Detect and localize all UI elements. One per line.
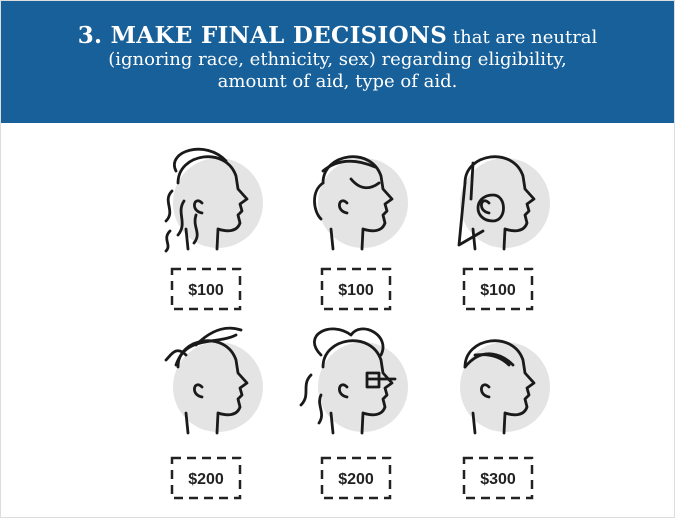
heads-grid: $100 $100 $100 $200 $200 $300 <box>1 123 674 517</box>
amount: $200 <box>188 471 224 488</box>
amount: $200 <box>338 471 374 488</box>
title-bold: 3. MAKE FINAL DECISIONS <box>78 22 447 49</box>
head <box>166 328 263 433</box>
head <box>166 149 263 251</box>
head <box>459 157 550 249</box>
amount: $100 <box>338 282 374 299</box>
head <box>301 329 408 433</box>
amount: $300 <box>480 471 516 488</box>
amount: $100 <box>480 282 516 299</box>
head <box>315 157 409 249</box>
header: 3. MAKE FINAL DECISIONS that are neutral… <box>1 1 674 123</box>
head <box>460 341 550 433</box>
header-text: 3. MAKE FINAL DECISIONS that are neutral… <box>78 25 598 93</box>
infographic: 3. MAKE FINAL DECISIONS that are neutral… <box>0 0 675 518</box>
amount: $100 <box>188 282 224 299</box>
